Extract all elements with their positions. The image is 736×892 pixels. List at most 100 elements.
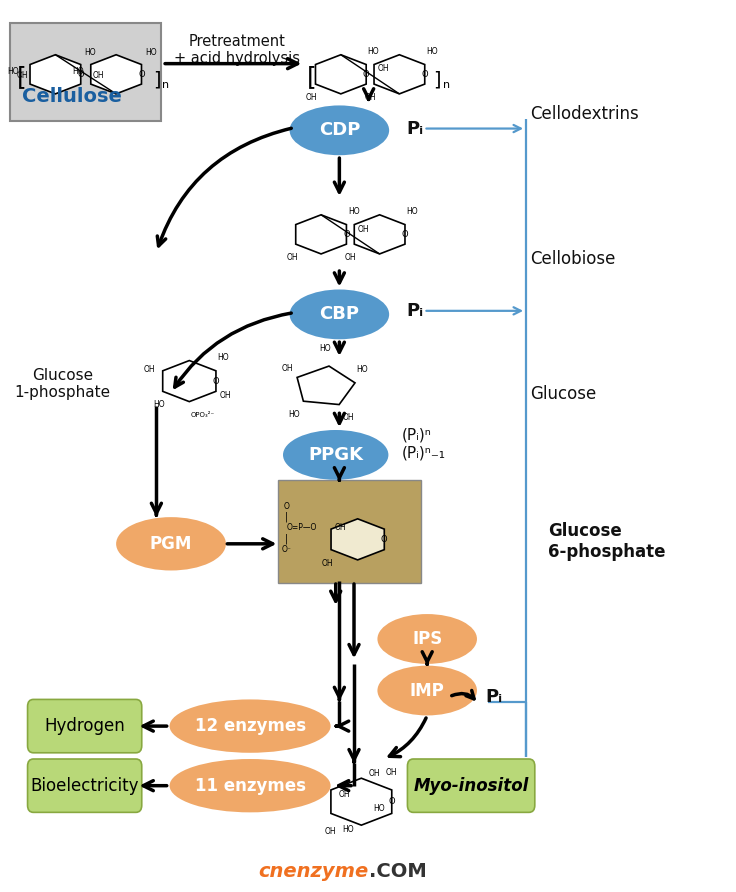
Ellipse shape (378, 614, 477, 664)
Text: HO: HO (7, 67, 19, 76)
Text: O: O (389, 797, 395, 806)
Text: Cellulose: Cellulose (22, 87, 122, 106)
Text: Glucose
1-phosphate: Glucose 1-phosphate (15, 368, 110, 400)
Ellipse shape (169, 699, 330, 753)
Text: O: O (422, 70, 428, 78)
Text: HO: HO (217, 353, 229, 362)
Polygon shape (374, 54, 425, 94)
Text: .COM: .COM (369, 862, 426, 880)
Ellipse shape (116, 517, 226, 571)
Text: Bioelectricity: Bioelectricity (30, 777, 139, 795)
Text: HO: HO (288, 410, 300, 419)
Text: HO: HO (368, 46, 379, 55)
Text: (Pᵢ)ⁿ₋₁: (Pᵢ)ⁿ₋₁ (402, 446, 445, 460)
Text: 12 enzymes: 12 enzymes (194, 717, 305, 735)
Text: O: O (284, 502, 289, 511)
Text: O⁻: O⁻ (282, 545, 291, 554)
Text: OH: OH (219, 392, 231, 401)
Text: Glucose
6-phosphate: Glucose 6-phosphate (548, 522, 665, 560)
Text: ]: ] (433, 70, 441, 89)
Text: HO: HO (373, 805, 384, 814)
Polygon shape (331, 519, 384, 560)
Text: cnenzyme: cnenzyme (258, 862, 369, 880)
Text: OH: OH (364, 93, 376, 102)
Text: 11 enzymes: 11 enzymes (194, 777, 305, 795)
Polygon shape (296, 215, 347, 254)
Text: OH: OH (369, 769, 381, 778)
Text: HO: HO (426, 46, 438, 55)
Text: HO: HO (348, 207, 359, 216)
Text: HO: HO (145, 48, 157, 57)
Text: n: n (162, 80, 169, 90)
Polygon shape (30, 54, 81, 94)
Text: OH: OH (339, 790, 350, 799)
Text: PPGK: PPGK (308, 446, 363, 464)
Text: Pᵢ: Pᵢ (407, 120, 424, 137)
Text: OH: OH (358, 225, 369, 234)
Text: [: [ (306, 65, 316, 89)
Polygon shape (316, 54, 367, 94)
Ellipse shape (283, 430, 389, 480)
Text: OH: OH (144, 365, 155, 374)
Polygon shape (163, 360, 216, 401)
Ellipse shape (289, 290, 389, 339)
Text: O: O (138, 70, 145, 78)
Text: |: | (285, 533, 289, 544)
Text: HO: HO (72, 67, 83, 76)
FancyBboxPatch shape (27, 759, 142, 813)
Text: OH: OH (322, 558, 333, 567)
Polygon shape (331, 778, 392, 825)
Text: OPO₃²⁻: OPO₃²⁻ (191, 412, 215, 418)
Text: CBP: CBP (319, 305, 359, 324)
Text: Hydrogen: Hydrogen (44, 717, 125, 735)
Text: HO: HO (85, 48, 96, 57)
Text: Cellobiose: Cellobiose (530, 251, 615, 268)
Text: HO: HO (153, 401, 165, 409)
Text: [: [ (18, 65, 27, 89)
Polygon shape (354, 215, 405, 254)
Text: OH: OH (378, 64, 389, 73)
Text: ]: ] (153, 70, 160, 89)
Text: PGM: PGM (150, 535, 192, 553)
Text: OH: OH (306, 93, 318, 102)
Text: OH: OH (17, 70, 29, 79)
Text: HO: HO (342, 825, 354, 834)
Text: OH: OH (92, 70, 104, 79)
Polygon shape (91, 54, 141, 94)
Text: Pᵢ: Pᵢ (486, 688, 503, 706)
Text: O=P—O: O=P—O (286, 524, 317, 533)
Text: Pretreatment
+ acid hydrolysis: Pretreatment + acid hydrolysis (174, 34, 300, 67)
Text: O: O (343, 230, 350, 239)
Text: Myo-inositol: Myo-inositol (414, 777, 528, 795)
Text: OH: OH (282, 364, 294, 373)
Text: Cellodextrins: Cellodextrins (530, 105, 638, 123)
Text: HO: HO (406, 207, 418, 216)
Polygon shape (297, 366, 355, 405)
Text: CDP: CDP (319, 121, 360, 139)
Text: O: O (402, 230, 408, 239)
Text: OH: OH (344, 253, 356, 262)
Ellipse shape (378, 665, 477, 715)
Text: n: n (443, 80, 450, 90)
Text: OH: OH (286, 253, 298, 262)
Text: O: O (363, 70, 369, 78)
Text: OH: OH (335, 523, 347, 532)
Text: (Pᵢ)ⁿ: (Pᵢ)ⁿ (402, 428, 431, 442)
Text: HO: HO (319, 343, 330, 352)
Ellipse shape (289, 105, 389, 155)
Text: HO: HO (356, 365, 368, 374)
FancyBboxPatch shape (408, 759, 535, 813)
Text: |: | (285, 512, 289, 523)
Text: O: O (213, 376, 219, 385)
Text: O: O (381, 535, 388, 544)
Text: Pᵢ: Pᵢ (407, 301, 424, 320)
Ellipse shape (169, 759, 330, 813)
FancyBboxPatch shape (10, 22, 160, 120)
Text: Glucose: Glucose (530, 385, 596, 403)
Text: OH: OH (386, 768, 397, 777)
Text: OH: OH (343, 414, 355, 423)
Text: IMP: IMP (410, 681, 445, 699)
FancyBboxPatch shape (278, 480, 421, 583)
FancyBboxPatch shape (27, 699, 142, 753)
Text: OH: OH (325, 827, 336, 836)
